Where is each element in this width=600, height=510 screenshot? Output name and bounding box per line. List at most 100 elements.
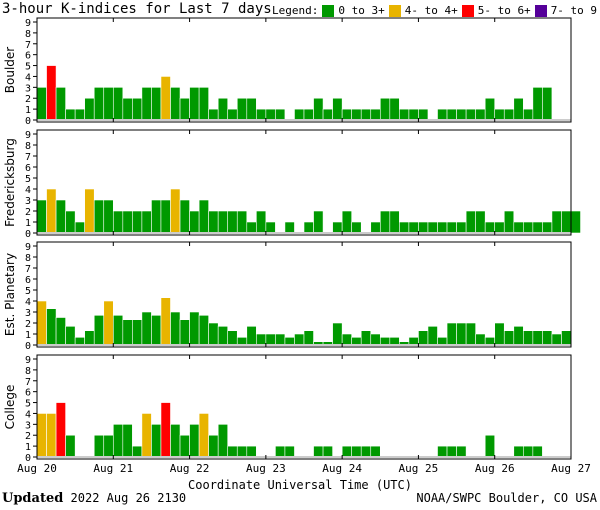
data-bar [542, 221, 553, 234]
data-bar [418, 108, 429, 121]
data-bar [427, 221, 438, 234]
station-label: Est. Planetary [3, 253, 17, 336]
panel-frame [36, 241, 572, 348]
legend-item-label: 7- to 9 [550, 4, 598, 17]
legend-item-storm: 5- to 6+ [461, 4, 531, 17]
y-tick-label: 0 [25, 341, 31, 352]
data-bar [341, 108, 352, 121]
data-bar [170, 87, 181, 121]
data-bar [236, 336, 248, 346]
panel-frame [36, 17, 572, 123]
data-bar [303, 330, 314, 346]
data-bar [551, 210, 562, 234]
y-tick-label: 6 [25, 51, 31, 62]
data-bar [360, 108, 372, 121]
data-bar [523, 221, 534, 234]
data-bar [246, 325, 257, 346]
x-tick-label: Aug 26 [475, 462, 515, 475]
data-bar [503, 108, 515, 121]
data-bar [141, 87, 152, 121]
data-bar [532, 445, 543, 458]
data-bar [351, 108, 362, 121]
x-tick-label: Aug 24 [322, 462, 362, 475]
data-bar [446, 221, 457, 234]
data-bar [55, 402, 66, 458]
data-bar [389, 336, 400, 346]
data-bar [399, 221, 410, 234]
data-bar [570, 210, 581, 234]
data-bar [484, 434, 496, 458]
data-bar [46, 65, 57, 121]
data-bar [198, 199, 209, 234]
data-bar [208, 434, 219, 458]
data-bar [351, 336, 362, 346]
data-bar [112, 210, 124, 234]
y-tick-label: 0 [25, 116, 31, 127]
y-tick-label: 1 [25, 442, 31, 453]
data-bar [208, 210, 219, 234]
updated-value: 2022 Aug 26 2130 [70, 491, 187, 505]
data-bar [93, 434, 105, 458]
data-bar [408, 336, 419, 346]
y-tick-label: 0 [25, 229, 31, 240]
y-tick-label: 3 [25, 420, 31, 431]
data-bar [360, 445, 372, 458]
data-bar [475, 333, 486, 346]
data-bar [227, 210, 238, 234]
y-tick-label: 2 [25, 94, 31, 105]
data-bar [513, 445, 524, 458]
data-bar [484, 336, 496, 346]
y-tick-label: 3 [25, 196, 31, 207]
data-bar [189, 311, 200, 346]
data-bar [122, 210, 133, 234]
data-bar [513, 221, 524, 234]
x-tick-label: Aug 20 [17, 462, 57, 475]
data-bar [112, 424, 124, 458]
data-bar [437, 445, 448, 458]
data-bar [151, 87, 162, 121]
data-bar [132, 319, 143, 346]
data-bar [36, 300, 47, 346]
y-tick-label: 9 [25, 18, 31, 29]
data-bar [313, 445, 324, 458]
data-bar [55, 317, 66, 346]
data-bar [313, 97, 324, 121]
legend-item-quiet: 0 to 3+ [322, 4, 385, 17]
y-tick-label: 9 [25, 355, 31, 366]
data-bar [170, 424, 181, 458]
data-bar [370, 333, 381, 346]
data-bar [256, 108, 267, 121]
data-bar [179, 199, 190, 234]
y-tick-label: 4 [25, 409, 31, 420]
station-label: Fredericksburg [3, 138, 17, 227]
legend: Legend: 0 to 3+ 4- to 4+ 5- to 6+ 7- to … [272, 4, 597, 17]
data-bar [65, 325, 76, 346]
data-bar [446, 322, 457, 346]
y-tick-label: 4 [25, 297, 31, 308]
x-tick-label: Aug 21 [93, 462, 133, 475]
data-bar [265, 221, 276, 234]
data-bar [93, 314, 105, 346]
data-bar [294, 108, 305, 121]
legend-item-severe: 7- to 9 [534, 4, 598, 17]
y-tick-label: 6 [25, 275, 31, 286]
data-bar [103, 434, 114, 458]
data-bar [332, 97, 343, 121]
y-tick-label: 8 [25, 253, 31, 264]
x-tick-label: Aug 25 [399, 462, 439, 475]
data-bar [332, 322, 343, 346]
data-bar [561, 330, 572, 346]
data-bar [179, 434, 190, 458]
y-tick-label: 2 [25, 319, 31, 330]
data-bar [84, 330, 95, 346]
data-bar [65, 210, 76, 234]
data-bar [236, 97, 248, 121]
legend-item-label: 0 to 3+ [338, 4, 385, 17]
legend-swatch-severe [534, 4, 547, 17]
data-bar [379, 97, 391, 121]
data-bar [179, 97, 190, 121]
y-tick-label: 7 [25, 40, 31, 51]
station-label: College [3, 385, 17, 430]
data-bar [456, 445, 467, 458]
